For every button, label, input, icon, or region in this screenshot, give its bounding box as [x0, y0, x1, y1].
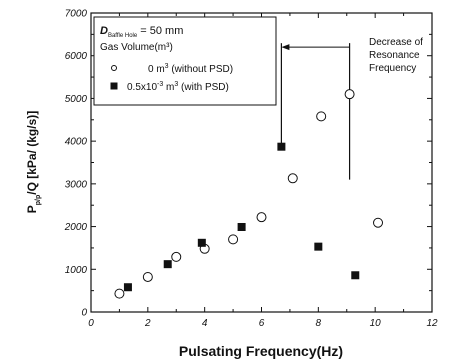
- data-point-without-psd: [171, 251, 182, 262]
- data-point-with-psd: [277, 142, 286, 151]
- legend-entry-without-psd: 0 m3 (without PSD): [148, 63, 233, 75]
- data-point-without-psd: [316, 111, 327, 122]
- y-axis-title: Pp/p/Q [kPa/ (kg/s)]: [25, 111, 42, 214]
- data-point-with-psd: [197, 238, 206, 247]
- legend-marker-open-circle: [111, 65, 117, 71]
- x-axis-title: Pulsating Frequency(Hz): [179, 343, 343, 359]
- data-point-with-psd: [314, 242, 323, 251]
- legend-entry-with-psd: 0.5x10-3 m3 (with PSD): [127, 81, 229, 93]
- data-point-with-psd: [237, 222, 246, 231]
- data-point-with-psd: [163, 260, 172, 269]
- data-point-without-psd: [142, 271, 153, 282]
- legend: DBaffle Hole = 50 mm Gas Volume(m³) 0 m3…: [93, 16, 277, 106]
- data-point-without-psd: [344, 89, 355, 100]
- annotation-text-line1: Decrease of: [369, 37, 423, 48]
- data-point-with-psd: [351, 271, 360, 280]
- legend-title-volume: Gas Volume(m³): [100, 42, 173, 53]
- y-tick-label: 2000: [64, 222, 88, 233]
- data-point-without-psd: [373, 217, 384, 228]
- y-tick-label: 1000: [65, 265, 88, 276]
- x-tick-label: 4: [202, 318, 208, 329]
- axis-tick-labels: 0 2 4 6 8 10 12 0 1000 2000 3000 4000 5000 6000 7000: [64, 9, 438, 330]
- data-point-without-psd: [287, 173, 298, 184]
- legend-title-diameter: DBaffle Hole = 50 mm: [100, 25, 183, 39]
- legend-marker-filled-square: [110, 82, 118, 90]
- y-tick-label: 5000: [65, 94, 88, 105]
- data-point-without-psd: [114, 288, 125, 299]
- annotation-text-line2: Resonance: [369, 50, 420, 61]
- y-tick-label: 6000: [65, 51, 88, 62]
- data-point-without-psd: [228, 234, 239, 245]
- y-tick-label: 4000: [65, 137, 88, 148]
- x-tick-label: 6: [259, 318, 265, 329]
- x-tick-label: 12: [426, 318, 438, 329]
- x-tick-label: 10: [370, 318, 382, 329]
- y-tick-label: 3000: [65, 179, 88, 190]
- x-tick-label: 2: [144, 318, 151, 329]
- data-point-with-psd: [123, 283, 132, 292]
- x-tick-label: 8: [316, 318, 322, 329]
- annotation-arrowhead: [281, 44, 290, 51]
- y-tick-label: 7000: [65, 9, 88, 20]
- annotation-bracket: [280, 43, 351, 180]
- data-points: [114, 89, 384, 299]
- data-point-without-psd: [256, 212, 267, 223]
- y-tick-label: 0: [81, 308, 87, 319]
- annotation-text-line3: Frequency: [369, 63, 416, 74]
- x-tick-label: 0: [88, 318, 94, 329]
- legend-box: [93, 16, 277, 106]
